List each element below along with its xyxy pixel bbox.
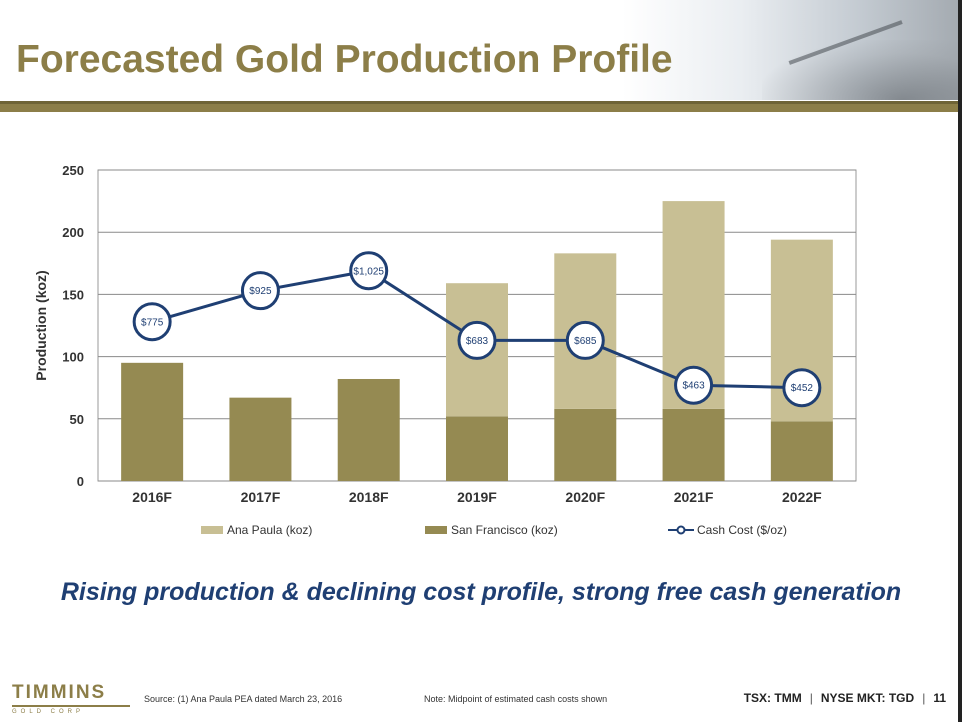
page-number: 11 [933, 691, 946, 705]
slide-edge [958, 0, 962, 722]
cash-cost-label: $925 [249, 286, 272, 297]
ticker-nyse: NYSE MKT: TGD [820, 691, 915, 705]
y-tick-label: 100 [62, 350, 84, 365]
bar-san-francisco [554, 408, 617, 481]
logo-wordmark: TIMMINS [12, 682, 107, 703]
legend-label-cash-cost: Cash Cost ($/oz) [697, 523, 787, 537]
y-tick-label: 0 [77, 474, 84, 489]
cash-cost-marker [674, 365, 714, 405]
cash-cost-marker [132, 302, 172, 342]
y-tick-label: 250 [62, 163, 84, 178]
y-tick-label: 200 [62, 225, 84, 240]
stockpile-graphic [762, 40, 962, 100]
bar-san-francisco [770, 421, 833, 481]
x-tick-label: 2018F [349, 489, 389, 505]
cash-cost-label: $463 [682, 381, 705, 392]
legend-marker-cash-cost [676, 525, 686, 535]
cash-cost-marker [782, 368, 822, 408]
cash-cost-label: $683 [466, 336, 489, 347]
slide-header: Forecasted Gold Production Profile [0, 0, 962, 113]
legend-label-san-francisco: San Francisco (koz) [451, 523, 558, 537]
y-tick-label: 50 [70, 412, 84, 427]
legend-label-ana-paula: Ana Paula (koz) [227, 523, 312, 537]
cash-cost-marker [349, 251, 389, 291]
cash-cost-label: $775 [141, 317, 164, 328]
ticker-info: TSX: TMM | NYSE MKT: TGD | 11 [743, 691, 946, 705]
x-tick-label: 2022F [782, 489, 822, 505]
cash-cost-label: $1,025 [353, 266, 384, 277]
cash-cost-label: $452 [791, 383, 814, 394]
footer: TIMMINS GOLD CORP Source: (1) Ana Paula … [0, 672, 962, 722]
y-tick-label: 150 [62, 287, 84, 302]
cash-cost-marker [457, 320, 497, 360]
bar-san-francisco [337, 378, 400, 481]
bar-san-francisco [446, 416, 508, 481]
tagline: Rising production & declining cost profi… [60, 578, 902, 606]
x-tick-label: 2021F [674, 489, 714, 505]
cash-cost-marker [240, 271, 280, 311]
legend-swatch-ana-paula [201, 526, 223, 534]
note-footnote: Note: Midpoint of estimated cash costs s… [424, 694, 608, 704]
x-tick-label: 2016F [132, 489, 172, 505]
bar-san-francisco [121, 362, 184, 481]
header-photo-background [622, 0, 962, 100]
legend-swatch-san-francisco [425, 526, 447, 534]
x-tick-label: 2020F [565, 489, 605, 505]
bar-san-francisco [662, 408, 725, 481]
x-tick-label: 2017F [241, 489, 281, 505]
title-underline [0, 101, 962, 112]
y-axis-label: Production (koz) [33, 270, 49, 380]
company-logo: TIMMINS GOLD CORP [12, 682, 130, 715]
ticker-tsx: TSX: TMM [743, 691, 802, 705]
cash-cost-marker [565, 320, 605, 360]
production-chart: 0 50 100 150 200 250 Production (koz) 2016F 2017… [33, 163, 857, 537]
x-tick-label: 2019F [457, 489, 497, 505]
source-footnote: Source: (1) Ana Paula PEA dated March 23… [144, 694, 343, 704]
cash-cost-label: $685 [574, 336, 597, 347]
bar-san-francisco [229, 397, 292, 481]
page-title: Forecasted Gold Production Profile [16, 38, 673, 81]
logo-subtext: GOLD CORP [12, 709, 85, 715]
